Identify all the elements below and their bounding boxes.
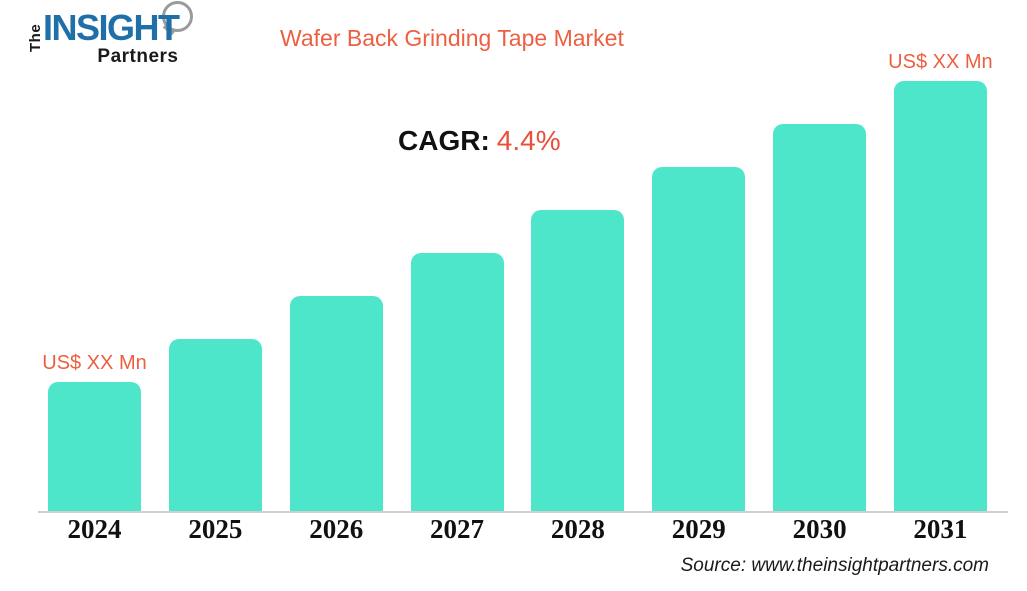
x-axis-label-2024: 2024 (67, 514, 122, 544)
logo-the-text: The (27, 23, 44, 52)
bar-2026 (289, 296, 383, 511)
x-axis-label-2025: 2025 (188, 514, 243, 544)
bar-column-2026 (289, 81, 383, 511)
x-axis-label-2029: 2029 (671, 514, 726, 544)
logo-text-block: INSIGHT Partners (43, 1, 193, 67)
x-axis-labels: 2024 2025 2026 2027 2028 2029 2030 2031 (48, 514, 987, 545)
plot-area: US$ XX Mn US$ XX Mn (38, 51, 1008, 513)
logo: The INSIGHT Partners (27, 1, 193, 67)
cagr-value: 4.4% (496, 125, 561, 156)
bar-2024 (48, 382, 141, 511)
bar-column-2028 (531, 81, 625, 511)
bar-2027 (410, 253, 504, 511)
x-axis-label-2028: 2028 (550, 514, 605, 544)
bar-column-2031: US$ XX Mn (888, 51, 993, 511)
bar-column-2025 (168, 81, 262, 511)
logo-partners-text: Partners (97, 46, 179, 67)
logo-insight-text: INSIGHT (43, 7, 180, 48)
chart-title: Wafer Back Grinding Tape Market (280, 25, 624, 51)
bar-2025 (168, 339, 262, 511)
bar-column-2029 (652, 81, 746, 511)
bar-2031 (893, 81, 987, 511)
bars: US$ XX Mn US$ XX Mn (42, 51, 993, 511)
x-axis-label-2027: 2027 (430, 514, 485, 544)
cagr-label: CAGR: (398, 125, 490, 156)
bar-column-2030 (773, 81, 867, 511)
bar-value-label-2031: US$ XX Mn (888, 51, 993, 73)
bar-2029 (652, 167, 746, 511)
cagr-callout: CAGR: 4.4% (398, 125, 561, 157)
bar-column-2024: US$ XX Mn (42, 81, 147, 511)
bar-2030 (773, 124, 867, 511)
bar-2028 (531, 210, 625, 511)
bar-value-label-2024: US$ XX Mn (42, 352, 147, 374)
x-axis-label-2030: 2030 (792, 514, 847, 544)
source-text: Source: www.theinsightpartners.com (680, 555, 989, 576)
x-axis-label-2026: 2026 (309, 514, 364, 544)
x-axis-label-2031: 2031 (913, 514, 968, 544)
bar-column-2027 (410, 81, 504, 511)
